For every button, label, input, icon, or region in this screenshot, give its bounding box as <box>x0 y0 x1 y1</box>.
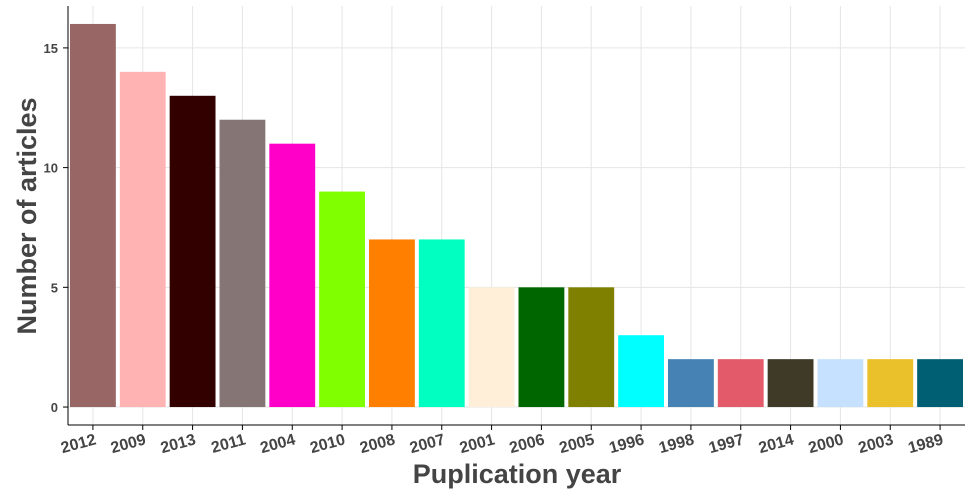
bar-2007 <box>418 239 465 408</box>
bar-2011 <box>219 119 266 408</box>
bar-2005 <box>568 287 615 408</box>
x-axis-title: Puplication year <box>413 459 622 489</box>
x-tick-label: 2008 <box>358 431 397 457</box>
y-tick-labels: 0 5 10 15 <box>44 41 58 415</box>
bars <box>69 23 964 408</box>
x-tick-label: 2007 <box>408 431 447 457</box>
x-tick-label: 2005 <box>558 431 597 457</box>
grid-lines <box>68 6 965 425</box>
bar-2008 <box>368 239 415 408</box>
x-tick-label: 2014 <box>757 431 796 457</box>
bar-2004 <box>269 143 316 408</box>
y-tick-label: 0 <box>51 400 58 415</box>
x-tick-label: 2001 <box>458 431 497 457</box>
x-tick-label: 2006 <box>508 431 547 457</box>
bar-2006 <box>518 287 565 408</box>
bar-1996 <box>618 335 665 408</box>
y-tick-label: 10 <box>44 161 58 176</box>
bar-2003 <box>867 359 914 408</box>
y-tick-label: 15 <box>44 41 58 56</box>
bar-2001 <box>468 287 515 408</box>
y-tick-label: 5 <box>51 280 58 295</box>
x-tick-label: 2004 <box>259 431 298 457</box>
bar-2009 <box>119 71 166 408</box>
axes <box>63 6 965 430</box>
x-tick-label: 2009 <box>109 431 148 457</box>
x-tick-label: 2011 <box>210 431 248 456</box>
bar-1998 <box>667 359 714 408</box>
x-tick-label: 1996 <box>607 431 646 457</box>
x-tick-label: 1989 <box>906 431 945 457</box>
x-tick-labels: 2012 2009 2013 2011 2004 2010 2008 2007 2001 2006… <box>59 431 945 457</box>
bar-2013 <box>169 95 216 408</box>
x-tick-label: 2010 <box>308 431 347 457</box>
bar-2000 <box>817 359 864 408</box>
x-tick-label: 2012 <box>59 431 98 457</box>
bar-2010 <box>319 191 366 408</box>
x-tick-label: 2013 <box>159 431 198 457</box>
x-tick-label: 1998 <box>657 431 696 457</box>
x-tick-label: 2000 <box>807 431 846 457</box>
y-axis-title: Number of articles <box>12 97 42 334</box>
x-tick-label: 1997 <box>707 431 746 457</box>
x-tick-label: 2003 <box>857 431 896 457</box>
bar-2012 <box>69 23 116 408</box>
bar-1997 <box>717 359 764 408</box>
bar-1989 <box>917 359 964 408</box>
bar-2014 <box>767 359 814 408</box>
